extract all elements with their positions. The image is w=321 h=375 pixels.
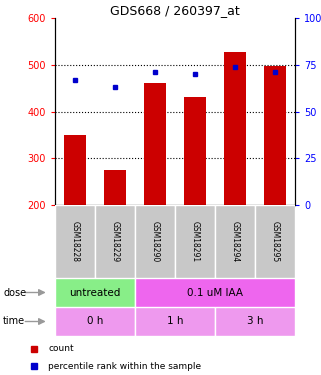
Text: 3 h: 3 h (247, 316, 263, 327)
Text: time: time (3, 316, 25, 327)
Text: dose: dose (3, 288, 26, 297)
Title: GDS668 / 260397_at: GDS668 / 260397_at (110, 4, 240, 17)
Bar (64, 135, 86, 205)
Bar (215, 307, 295, 336)
Bar (175, 205, 215, 278)
Bar (135, 205, 175, 278)
Text: GSM18291: GSM18291 (190, 221, 199, 262)
Text: count: count (48, 344, 74, 353)
Bar (184, 98, 206, 205)
Bar (144, 82, 166, 205)
Text: percentile rank within the sample: percentile rank within the sample (48, 362, 201, 371)
Bar (264, 66, 286, 205)
Text: GSM18229: GSM18229 (110, 221, 119, 262)
Bar (215, 205, 255, 278)
Bar (135, 278, 295, 307)
Text: 1 h: 1 h (167, 316, 183, 327)
Text: GSM18228: GSM18228 (71, 221, 80, 262)
Bar (135, 307, 215, 336)
Bar (55, 205, 95, 278)
Text: untreated: untreated (69, 288, 121, 297)
Text: 0 h: 0 h (87, 316, 103, 327)
Text: GSM18295: GSM18295 (271, 221, 280, 262)
Bar (95, 205, 135, 278)
Bar (55, 307, 135, 336)
Bar (104, 170, 126, 205)
Text: GSM18294: GSM18294 (230, 221, 239, 262)
Text: GSM18290: GSM18290 (151, 221, 160, 262)
Bar (224, 52, 246, 205)
Text: 0.1 uM IAA: 0.1 uM IAA (187, 288, 243, 297)
Bar (255, 205, 295, 278)
Bar (55, 278, 135, 307)
